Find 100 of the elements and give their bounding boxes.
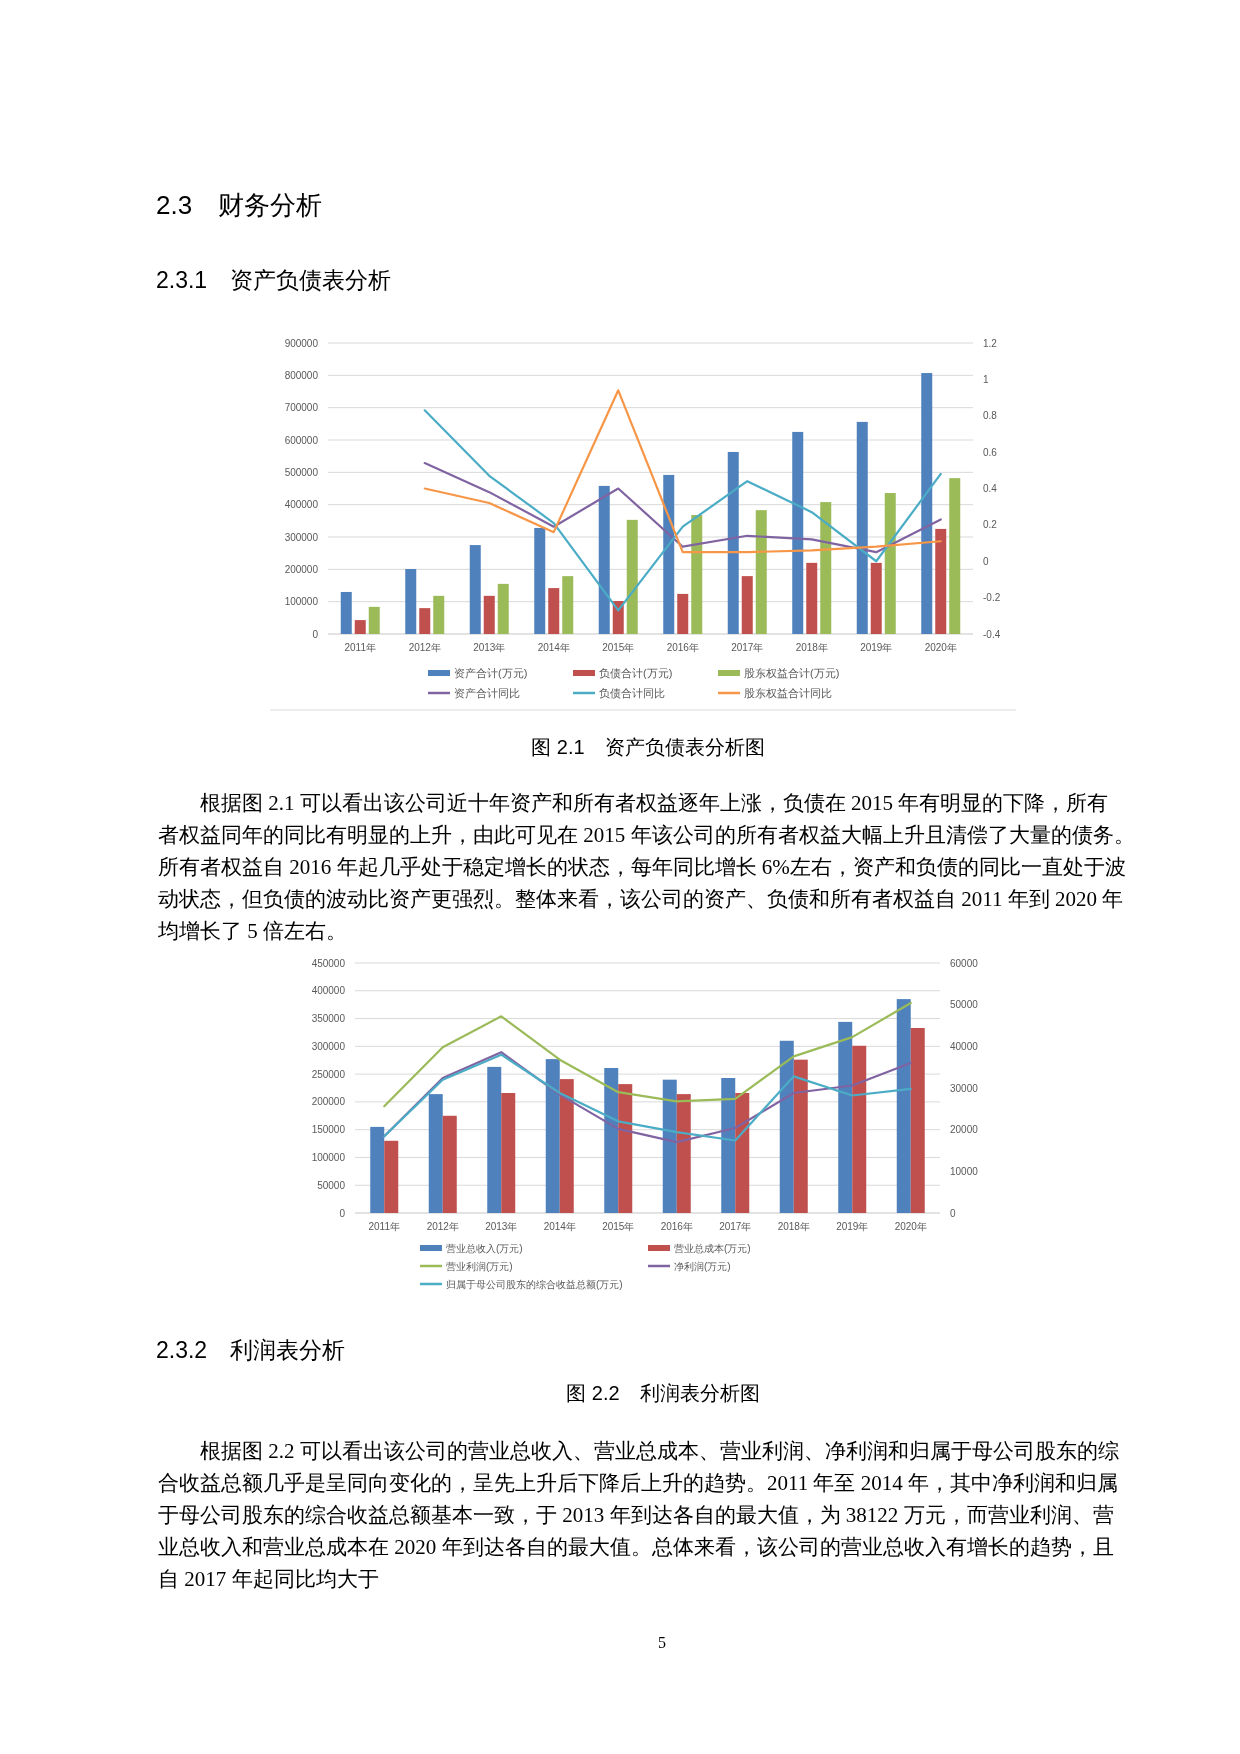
bar [497,583,509,634]
bar [428,1094,443,1213]
legend-label: 负债合计同比 [599,686,665,699]
text: 2.3.2 利润表分析 [156,1337,346,1363]
y2-tick-label: 30000 [950,1082,979,1094]
x-tick-label: 2012年 [408,642,441,653]
y2-tick-label: 20000 [950,1124,979,1136]
line-series [423,409,942,612]
bar [618,1084,633,1213]
text: 根据图 2.1 可以看出该公司近十年资产和所有者权益逐年上涨，负债在 2015 年有明显的下降，所有者权益同年的同比有明显的上升，由此可见在 2015 年该公司的所有者权益大幅上升且清偿了大量的债务。所有者权益自 2016 年起几乎处于稳定增长的状态，每年同比增长 6%左右，资产和负债的同比一直处于波动状态，但负债的波动比资产更强烈。整体来看，该公司的资产、负债和所有者权益自 2011 年到 2020 年均增长了 5 倍左右。 [157,791,1135,943]
bar [442,1115,457,1213]
y2-tick-label: 0.2 [983,519,998,531]
bar [562,576,574,634]
y-tick-label: 600000 [284,434,319,446]
bar [548,588,560,634]
x-tick-label: 2017年 [719,1221,752,1232]
bar [487,1066,502,1213]
bar [949,478,961,634]
y2-tick-label: 60000 [950,957,979,969]
y-tick-label: 350000 [311,1013,346,1025]
y2-tick-label: 10000 [950,1165,979,1177]
text: 图 2.2 利润表分析图 [566,1382,760,1404]
bar [354,620,366,634]
bar [935,528,947,634]
bar [792,431,804,634]
y-tick-label: 0 [339,1207,346,1219]
legend-label: 净利润(万元) [674,1260,731,1272]
x-tick-label: 2015年 [602,642,635,653]
line-series [423,389,942,554]
bar [755,510,767,634]
y2-tick-label: 40000 [950,1040,979,1052]
bar [910,1028,925,1213]
y2-tick-label: 1.2 [983,337,998,349]
x-tick-label: 2014年 [543,1221,576,1232]
x-tick-label: 2018年 [777,1221,810,1232]
legend-label: 负债合计(万元) [599,666,673,679]
bar [820,502,832,634]
y-tick-label: 50000 [317,1179,346,1191]
bar [793,1059,808,1213]
line-series [383,1001,912,1108]
bar [806,562,818,634]
y-tick-label: 800000 [284,369,319,381]
y-tick-label: 400000 [284,499,319,511]
bar [604,1068,619,1213]
bar [677,593,689,634]
bar [838,1021,853,1213]
text: 根据图 2.2 可以看出该公司的营业总收入、营业总成本、营业利润、净利润和归属于母公司股东的综合收益总额几乎是呈同向变化的，呈先上升后下降后上升的趋势。2011 年至 2014 年，其中净利润和归属于母公司股东的综合收益总额基本一致，于 2013 年到达各自的最大值，为 38122 万元，而营业利润、营业总收入和营业总成本在 2020 年到达各自的最大值。总体来看，该公司的营业总收入有增长的趋势，且自 2017 年起同比均大于 [158,1439,1119,1591]
x-tick-label: 2012年 [426,1221,459,1232]
bar [921,373,933,634]
bar [663,474,675,634]
bar [741,576,753,634]
bar [598,485,610,634]
bar [884,493,896,634]
bar [405,569,417,634]
text: 2.3.1 资产负债表分析 [156,267,392,293]
bar [368,606,380,634]
y-tick-label: 100000 [284,596,319,608]
bar [727,451,739,634]
x-tick-label: 2020年 [924,642,957,653]
bar [626,519,638,634]
y2-tick-label: 0.8 [983,410,998,422]
y-tick-label: 150000 [311,1124,346,1136]
bar [870,562,882,634]
x-tick-label: 2011年 [368,1221,401,1232]
y-tick-label: 300000 [284,531,319,543]
y-tick-label: 450000 [311,957,346,969]
bar [735,1093,750,1213]
y-tick-label: 200000 [311,1096,346,1108]
y2-tick-label: 1 [983,373,989,385]
bar [340,591,352,634]
x-tick-label: 2016年 [660,1221,693,1232]
y2-tick-label: 0.4 [983,483,998,494]
bar [721,1078,736,1213]
bar [384,1140,399,1213]
bar [691,515,703,634]
legend-label: 股东权益合计(万元) [744,666,840,679]
legend-label: 归属于母公司股东的综合收益总额(万元) [446,1278,623,1290]
bar [433,595,445,634]
y2-tick-label: -0.4 [983,628,1001,640]
legend-label: 资产合计(万元) [454,666,528,679]
y2-tick-label: 0 [983,555,989,567]
text: 2.3 财务分析 [156,190,323,220]
bar [501,1093,516,1213]
x-tick-label: 2011年 [344,642,377,653]
x-tick-label: 2018年 [795,642,828,653]
bar [779,1040,794,1213]
bar [483,595,495,634]
y-tick-label: 400000 [311,985,346,997]
y-tick-label: 250000 [311,1068,346,1080]
y-tick-label: 200000 [284,563,319,575]
x-tick-label: 2020年 [894,1221,927,1232]
y-tick-label: 900000 [284,337,319,349]
x-tick-label: 2019年 [836,1221,869,1232]
bar [856,421,868,634]
bar [545,1059,560,1213]
y2-tick-label: 50000 [950,999,979,1011]
y-tick-label: 500000 [284,466,319,478]
text: 5 [658,1634,666,1651]
text: 图 2.1 资产负债表分析图 [531,736,765,758]
bar [662,1079,677,1213]
